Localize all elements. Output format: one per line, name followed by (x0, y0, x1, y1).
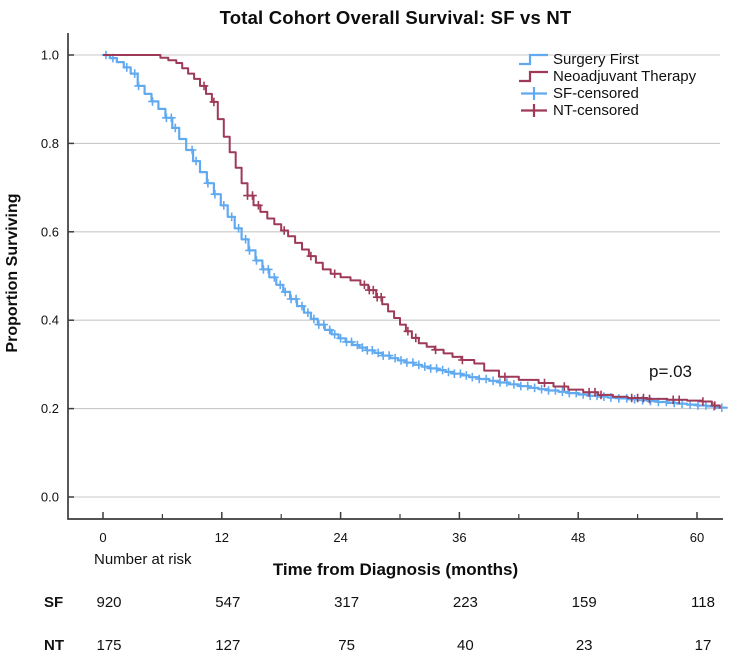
nt-censor-marks (199, 81, 720, 410)
risk-row-sf: SF 920 547 317 223 159 118 (0, 594, 735, 612)
x-tick-label: 60 (690, 530, 704, 545)
legend-label: Surgery First (553, 51, 639, 68)
risk-row-label: SF (44, 594, 64, 611)
x-tick-label: 24 (333, 530, 347, 545)
risk-table-caption: Number at risk (94, 551, 192, 568)
plus-marker-swatch-icon (521, 104, 547, 117)
y-tick-label: 0.0 (41, 490, 59, 505)
risk-count: 317 (334, 594, 360, 611)
y-axis-label: Proportion Surviving (4, 193, 21, 353)
risk-row-nt: NT 175 127 75 40 23 17 (0, 637, 735, 655)
y-tick-label: 0.6 (41, 224, 59, 239)
legend-label: Neoadjuvant Therapy (553, 68, 697, 85)
risk-count: 175 (96, 637, 122, 654)
y-tick-label: 0.4 (41, 313, 59, 328)
x-tick-label: 36 (452, 530, 466, 545)
x-tick-label: 12 (215, 530, 229, 545)
y-tick-label: 0.8 (41, 136, 59, 151)
legend-item-neoadjuvant-therapy: Neoadjuvant Therapy (517, 68, 696, 85)
risk-count: 23 (575, 637, 593, 654)
risk-count: 127 (215, 637, 241, 654)
y-tick-label: 0.2 (41, 401, 59, 416)
legend-item-nt-censored: NT-censored (517, 102, 696, 119)
risk-count: 118 (691, 594, 715, 611)
p-value-annotation: p=.03 (649, 362, 693, 381)
plus-marker-swatch-icon (521, 87, 547, 100)
legend-item-sf-censored: SF-censored (517, 85, 696, 102)
risk-count: 75 (338, 637, 355, 654)
x-tick-label: 48 (571, 530, 585, 545)
legend-item-surgery-first: Surgery First (517, 51, 696, 68)
y-tick-label: 1.0 (41, 48, 59, 63)
risk-count: 17 (694, 637, 712, 654)
risk-count: 547 (215, 594, 241, 611)
x-axis-label: Time from Diagnosis (months) (272, 560, 519, 579)
risk-count: 223 (452, 594, 478, 611)
risk-count: 159 (571, 594, 597, 611)
step-line-swatch-icon (519, 53, 548, 66)
step-line-swatch-icon (519, 70, 548, 83)
chart-title: Total Cohort Overall Survival: SF vs NT (219, 7, 572, 28)
risk-row-label: NT (44, 637, 64, 654)
legend-label: SF-censored (553, 85, 639, 102)
x-tick-label: 0 (99, 530, 106, 545)
legend: Surgery First Neoadjuvant Therapy SF-cen… (517, 51, 696, 119)
legend-label: NT-censored (553, 102, 639, 119)
risk-count: 40 (457, 637, 474, 654)
axis-frame (67, 33, 723, 520)
risk-count: 920 (96, 594, 122, 611)
